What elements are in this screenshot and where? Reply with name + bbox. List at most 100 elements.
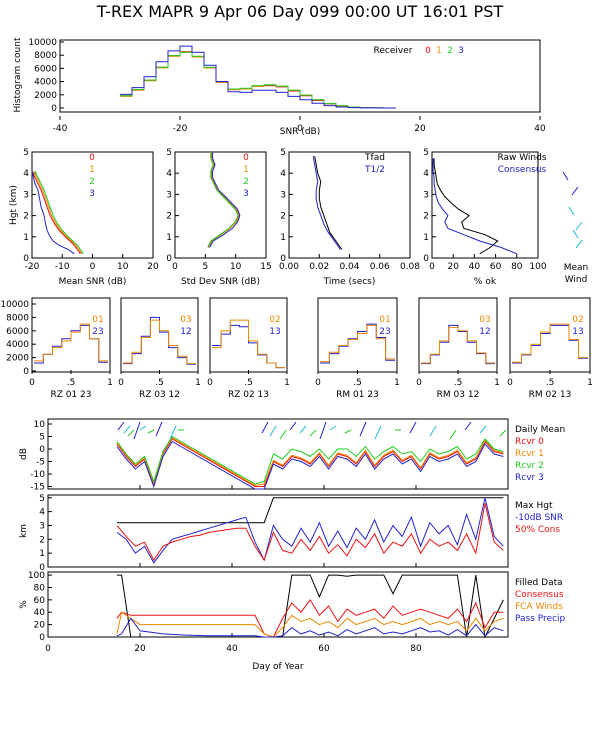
std_snr-legend: 1 <box>243 165 249 175</box>
mean_snr-ytick-label: 1 <box>23 233 29 243</box>
daily_pct-legend: Consensus <box>515 590 564 600</box>
wind-barb <box>464 421 472 431</box>
pct_ok-ytick-label: 0 <box>423 254 429 264</box>
daily_hgt-ylabel: km <box>19 524 29 538</box>
mean_snr-ytick-label: 5 <box>23 148 29 158</box>
wind-barb <box>479 425 487 434</box>
pair-hist-series <box>512 324 588 364</box>
std_snr-ytick-label: 2 <box>166 212 172 222</box>
histogram-xlabel: SNR (dB) <box>280 127 320 137</box>
histogram-ytick-label: 4000 <box>34 78 57 88</box>
daily_pct-legend: FCA Winds <box>515 602 563 612</box>
pair-hist-top-label: 01 <box>92 315 103 325</box>
mean_snr-xlabel: Mean SNR (dB) <box>59 277 127 287</box>
histogram-frame <box>59 39 541 113</box>
mean_snr-legend: 3 <box>89 189 95 199</box>
mean_snr-series-3 <box>31 170 75 255</box>
wind-barb <box>429 425 437 437</box>
pair-hist-xtick-label: 0 <box>207 378 213 388</box>
wind-barb <box>309 429 317 437</box>
mean-wind-barb <box>575 221 583 231</box>
histogram-xtick-label: 40 <box>534 124 546 134</box>
pair-hist-label: RZ 02 13 <box>228 390 269 400</box>
daily_hgt-legend: 50% Cons <box>515 525 560 535</box>
mean-wind-barb <box>571 186 579 196</box>
daily_hgt-frame <box>47 494 509 568</box>
histogram-series-1 <box>120 51 396 109</box>
daily_pct-series-Filled-Data <box>117 574 504 639</box>
wind-barb <box>127 429 135 437</box>
std_snr-xtick-label: 5 <box>202 262 208 272</box>
wind-barb <box>123 425 131 434</box>
daily_snr-ytick-label: -10 <box>30 470 45 480</box>
daily_pct-legend: Filled Data <box>515 578 563 588</box>
mean-wind-barb <box>562 171 569 181</box>
histogram-series-0 <box>120 51 396 109</box>
histogram-legend-label: 0 <box>425 46 431 56</box>
std_snr-xlabel: Std Dev SNR (dB) <box>181 277 260 287</box>
daily_pct-series-Consensus <box>116 599 504 638</box>
wind-barb <box>117 421 125 431</box>
wind-barb <box>409 421 417 434</box>
time-legend: Tfad <box>364 153 385 163</box>
time-ytick-label: 0 <box>280 254 286 264</box>
wind-barb <box>279 429 287 440</box>
pair-hist-xtick-label: 1 <box>494 378 500 388</box>
pct_ok-ytick-label: 1 <box>423 233 429 243</box>
time-frame <box>288 151 411 259</box>
mean_snr-xtick-label: 0 <box>90 262 96 272</box>
pair-hist-label: RZ 01 23 <box>50 390 91 400</box>
daily_hgt-ytick-label: 4 <box>39 508 45 518</box>
wind-barb <box>289 421 297 431</box>
daily_pct-xtick-label: 0 <box>45 644 51 654</box>
std_snr-ytick-label: 5 <box>166 148 172 158</box>
mean_snr-xtick-label: -20 <box>25 262 40 272</box>
std_snr-frame <box>174 151 267 259</box>
pair-hist-xtick-label: 0 <box>507 378 513 388</box>
daily_pct-series-Pass-Precip <box>116 617 504 638</box>
histogram-xtick-label: -40 <box>53 124 68 134</box>
time-legend: T1/2 <box>364 165 385 175</box>
mean_snr-legend: 1 <box>89 165 95 175</box>
mean_snr-ytick-label: 2 <box>23 212 29 222</box>
time-ytick-label: 4 <box>280 169 286 179</box>
histogram-legend-title: Receiver <box>374 46 413 56</box>
pair-hist-bottom-label: 13 <box>269 327 280 337</box>
time-xlabel: Time (secs) <box>323 277 376 287</box>
pair-hist-bottom-label: 23 <box>379 327 390 337</box>
daily_pct-ytick-label: 80 <box>34 583 46 593</box>
mean-wind-barb <box>575 239 583 249</box>
daily_pct-ytick-label: 0 <box>39 633 45 643</box>
std_snr-ytick-label: 3 <box>166 190 172 200</box>
pair-hist-series <box>212 319 285 369</box>
pair-hist-xtick-label: 0 <box>315 378 321 388</box>
histogram-ytick-label: 0 <box>51 104 57 114</box>
daily_pct-xlabel: Day of Year <box>252 662 304 672</box>
histogram-xtick-label: 20 <box>414 124 426 134</box>
daily_pct-series-FCA-Winds <box>116 611 504 638</box>
mean_snr-ytick-label: 3 <box>23 190 29 200</box>
pair-hist-bottom-label: 23 <box>92 327 103 337</box>
pair-hist-xtick-label: 0 <box>118 378 124 388</box>
time-series-T1/2 <box>312 156 341 250</box>
pct_ok-ytick-label: 4 <box>423 169 429 179</box>
daily_snr-legend: Daily Mean <box>515 425 565 435</box>
mean-snr-ylabel: Hgt (km) <box>9 185 19 225</box>
std_snr-xtick-label: 0 <box>172 262 178 272</box>
daily_snr-series-Rcvr-0 <box>116 438 504 487</box>
daily_pct-xtick-label: 20 <box>134 644 146 654</box>
pair-hist-ytick-label: 10000 <box>0 300 29 310</box>
wind-barb <box>133 421 141 440</box>
wind-barb <box>359 421 367 437</box>
daily_hgt-ytick-label: 1 <box>39 549 45 559</box>
pair-hist-bottom-label: 12 <box>479 327 490 337</box>
mean_snr-series-2 <box>34 170 84 255</box>
std_snr-xtick-label: 10 <box>230 262 242 272</box>
pair-hist-label: RM 01 23 <box>336 390 379 400</box>
pair-hist-series <box>320 324 395 363</box>
mean_snr-ytick-label: 4 <box>23 169 29 179</box>
pct_ok-xtick-label: 80 <box>511 262 523 272</box>
daily_pct-xtick-label: 60 <box>318 644 330 654</box>
time-xtick-label: 0.08 <box>400 262 420 272</box>
mean-wind-barb <box>568 206 575 216</box>
